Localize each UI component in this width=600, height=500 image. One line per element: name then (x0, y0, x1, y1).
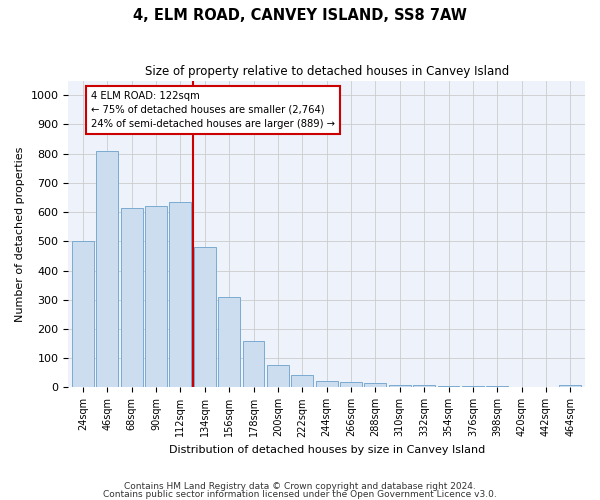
Bar (340, 382, 362, 388)
Text: Contains HM Land Registry data © Crown copyright and database right 2024.: Contains HM Land Registry data © Crown c… (124, 482, 476, 491)
Bar (218, 298, 240, 388)
Bar (242, 340, 265, 388)
Bar (413, 386, 435, 388)
Y-axis label: Number of detached properties: Number of detached properties (15, 146, 25, 322)
Bar (169, 202, 191, 388)
Bar (121, 208, 143, 388)
X-axis label: Distribution of detached houses by size in Canvey Island: Distribution of detached houses by size … (169, 445, 485, 455)
Bar (437, 386, 460, 388)
Bar (72, 242, 94, 388)
Bar (194, 247, 216, 388)
Bar (559, 385, 581, 388)
Text: Contains public sector information licensed under the Open Government Licence v3: Contains public sector information licen… (103, 490, 497, 499)
Bar (462, 386, 484, 388)
Bar (486, 386, 508, 388)
Bar (291, 375, 313, 388)
Bar (145, 206, 167, 388)
Bar (511, 387, 533, 388)
Text: 4, ELM ROAD, CANVEY ISLAND, SS8 7AW: 4, ELM ROAD, CANVEY ISLAND, SS8 7AW (133, 8, 467, 22)
Bar (364, 383, 386, 388)
Title: Size of property relative to detached houses in Canvey Island: Size of property relative to detached ho… (145, 65, 509, 78)
Text: 4 ELM ROAD: 122sqm
← 75% of detached houses are smaller (2,764)
24% of semi-deta: 4 ELM ROAD: 122sqm ← 75% of detached hou… (91, 91, 335, 129)
Bar (389, 384, 411, 388)
Bar (267, 364, 289, 388)
Bar (316, 381, 338, 388)
Bar (97, 150, 118, 388)
